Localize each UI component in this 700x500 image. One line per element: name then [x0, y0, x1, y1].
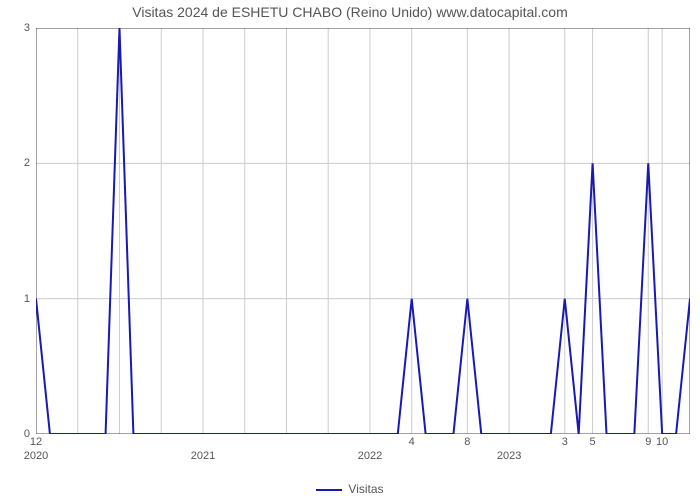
- x-minor-label: 4: [409, 434, 415, 448]
- chart-title: Visitas 2024 de ESHETU CHABO (Reino Unid…: [0, 4, 700, 20]
- x-minor-label: 10: [656, 434, 668, 448]
- y-tick-label: 2: [24, 157, 36, 169]
- x-major-label: 2020: [24, 434, 48, 462]
- legend-label: Visitas: [348, 482, 383, 496]
- plot-svg: [36, 28, 690, 434]
- x-major-label: 2022: [358, 434, 382, 462]
- legend-swatch: [316, 489, 342, 491]
- chart-container: Visitas 2024 de ESHETU CHABO (Reino Unid…: [0, 0, 700, 500]
- x-minor-label: 3: [562, 434, 568, 448]
- plot-area: 01231248359102020202120222023: [36, 28, 690, 434]
- x-major-label: 2023: [497, 434, 521, 462]
- x-major-label: 2021: [191, 434, 215, 462]
- y-tick-label: 3: [24, 22, 36, 34]
- legend: Visitas: [0, 482, 700, 496]
- y-tick-label: 1: [24, 293, 36, 305]
- x-minor-label: 8: [464, 434, 470, 448]
- x-minor-label: 5: [590, 434, 596, 448]
- x-minor-label: 9: [645, 434, 651, 448]
